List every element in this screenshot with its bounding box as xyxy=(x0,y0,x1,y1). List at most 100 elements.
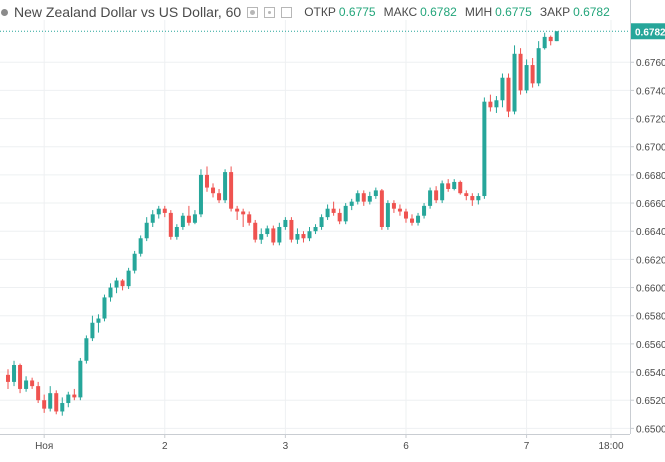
candle xyxy=(162,205,167,218)
gear-icon[interactable] xyxy=(264,6,276,18)
candle xyxy=(102,294,107,322)
candle xyxy=(554,31,559,42)
symbol-title: New Zealand Dollar vs US Dollar, 60 xyxy=(14,4,242,20)
candle xyxy=(277,222,282,246)
status-dot-icon xyxy=(1,8,8,16)
eye-icon[interactable] xyxy=(247,6,259,18)
candle xyxy=(446,179,451,192)
candle xyxy=(144,217,149,242)
y-tick-label: 0.6660 xyxy=(636,199,665,210)
candle xyxy=(168,210,173,240)
candle xyxy=(241,208,246,227)
candle xyxy=(301,231,306,243)
candle-body-up xyxy=(174,227,179,237)
candle xyxy=(512,45,517,115)
candle xyxy=(488,94,493,112)
price-axis[interactable]: 0.6500 0.6520 0.6540 0.6560 0.6580 0.6600 0.66… xyxy=(630,58,665,435)
candle xyxy=(343,203,348,225)
candle-body-up xyxy=(554,31,559,42)
candle-body-up xyxy=(307,231,312,239)
candle-body-up xyxy=(259,234,264,240)
candle-body-down xyxy=(446,183,451,189)
candle-body-up xyxy=(12,365,17,382)
candle-body-up xyxy=(367,196,372,202)
candle-body-up xyxy=(416,215,421,223)
candle xyxy=(223,169,228,204)
candle xyxy=(253,219,258,243)
candle xyxy=(126,267,131,289)
candle-body-up xyxy=(60,403,65,412)
time-axis[interactable]: Ноя 2 3 6 7 18:00 xyxy=(35,434,624,452)
candle xyxy=(349,198,354,211)
x-tick-label: 2 xyxy=(162,441,168,452)
candle xyxy=(259,228,264,244)
candle xyxy=(494,96,499,113)
candle-body-down xyxy=(211,187,216,194)
candle-body-down xyxy=(247,214,252,223)
candle-body-up xyxy=(500,77,505,101)
candle-body-up xyxy=(343,205,348,222)
y-tick-label: 0.6680 xyxy=(636,171,665,182)
candle xyxy=(48,386,53,412)
candle xyxy=(440,180,445,204)
low-value: 0.6775 xyxy=(495,5,532,19)
candle-body-up xyxy=(132,253,137,271)
candle-body-up xyxy=(265,228,270,235)
candle xyxy=(361,190,366,206)
candle xyxy=(325,204,330,220)
candle-body-up xyxy=(144,222,149,239)
y-tick-label: 0.6640 xyxy=(636,227,665,238)
candle-body-up xyxy=(325,208,330,218)
candle-body-up xyxy=(78,360,83,398)
candle xyxy=(524,59,529,94)
candle-body-up xyxy=(385,203,390,227)
candle xyxy=(138,235,143,257)
y-tick-label: 0.6560 xyxy=(636,340,665,351)
open-label: ОТКР xyxy=(304,5,336,19)
candle-body-up xyxy=(108,287,113,298)
close-icon[interactable] xyxy=(281,6,293,18)
candle-body-up xyxy=(422,205,427,216)
candle-body-down xyxy=(186,215,191,223)
x-tick-label: 7 xyxy=(524,441,530,452)
candle-body-up xyxy=(512,53,517,112)
candle-body-down xyxy=(548,36,553,42)
candle xyxy=(72,388,77,401)
candle xyxy=(12,360,17,387)
candle-body-up xyxy=(150,214,155,223)
candle xyxy=(235,205,240,220)
candle-body-up xyxy=(283,219,288,227)
candles xyxy=(6,31,559,416)
y-tick-label: 0.6700 xyxy=(636,143,665,154)
candle xyxy=(518,48,523,95)
candle xyxy=(18,363,23,394)
candle-body-up xyxy=(542,36,547,49)
candle xyxy=(506,73,511,118)
candle-body-down xyxy=(458,181,463,194)
candle-body-down xyxy=(229,172,234,209)
candle-body-up xyxy=(192,214,197,223)
candle-body-down xyxy=(120,280,125,287)
candle-body-down xyxy=(6,374,10,382)
candle xyxy=(60,397,65,416)
y-tick-label: 0.6580 xyxy=(636,312,665,323)
close-value: 0.6782 xyxy=(573,5,610,19)
candle xyxy=(174,224,179,240)
candle-body-up xyxy=(452,181,457,189)
candle-body-down xyxy=(204,174,209,188)
candle-body-up xyxy=(494,100,499,108)
candle xyxy=(367,191,372,205)
candle xyxy=(271,225,276,246)
last-price-tag: 0.6782 xyxy=(631,23,665,40)
candle xyxy=(198,169,203,218)
y-tick-label: 0.6520 xyxy=(636,396,665,407)
candle-body-down xyxy=(168,212,173,237)
candle-body-down xyxy=(42,400,47,409)
candle-body-up xyxy=(373,190,378,197)
candle-body-down xyxy=(18,365,23,389)
candle xyxy=(66,391,71,408)
candle-body-down xyxy=(301,234,306,239)
candle xyxy=(265,225,270,237)
